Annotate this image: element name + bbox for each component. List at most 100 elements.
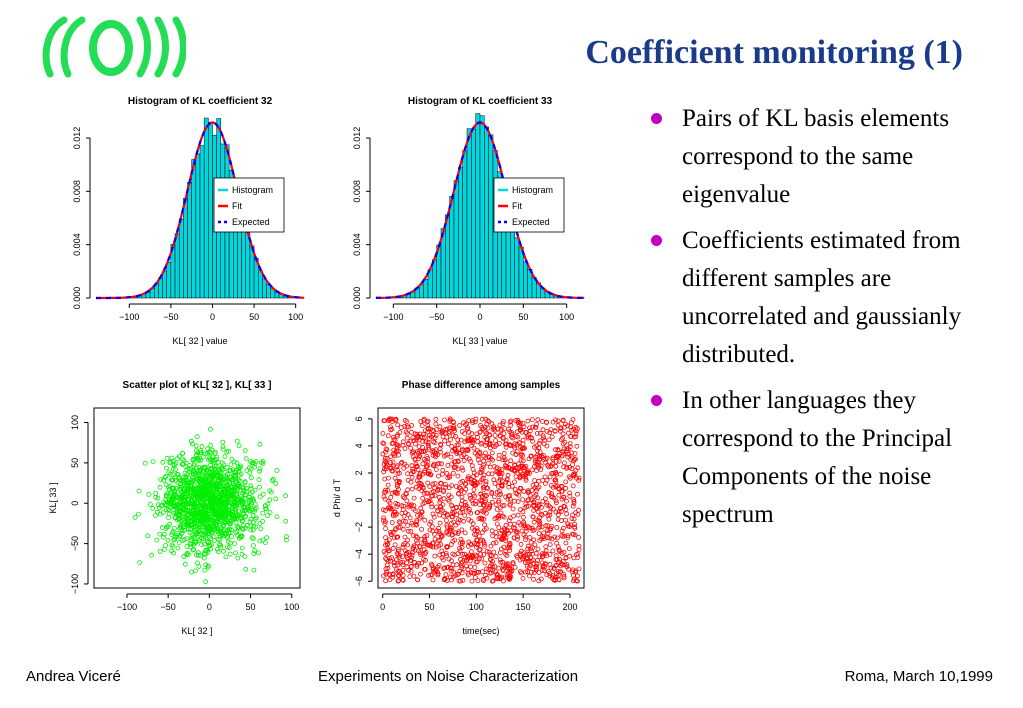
data-point	[521, 489, 527, 494]
data-point	[562, 440, 568, 445]
data-point	[444, 528, 450, 534]
data-point	[450, 574, 456, 580]
data-point	[212, 508, 218, 513]
data-point	[193, 443, 199, 449]
data-point	[432, 435, 438, 441]
data-point	[545, 530, 551, 536]
data-point	[573, 428, 579, 434]
data-point	[477, 502, 483, 508]
data-point	[537, 524, 543, 530]
data-point	[435, 487, 441, 492]
data-point	[201, 498, 207, 504]
data-point	[202, 541, 207, 547]
data-point	[248, 483, 254, 489]
data-point	[456, 529, 462, 535]
data-point	[402, 548, 408, 554]
data-point	[475, 537, 480, 543]
data-point	[430, 481, 436, 487]
data-point	[570, 462, 576, 467]
data-point	[471, 474, 477, 479]
data-point	[191, 546, 197, 552]
data-point	[453, 434, 458, 439]
data-point	[408, 557, 413, 563]
data-point	[257, 484, 262, 490]
data-point	[238, 514, 244, 520]
data-point	[432, 481, 438, 486]
data-point	[248, 527, 254, 533]
data-point	[448, 437, 453, 442]
data-point	[409, 520, 415, 526]
data-point	[470, 420, 476, 425]
data-point	[198, 450, 204, 455]
data-point	[494, 575, 500, 581]
data-point	[383, 578, 388, 584]
data-point	[150, 505, 156, 511]
data-point	[262, 540, 268, 546]
data-point	[542, 561, 548, 567]
data-point	[405, 556, 411, 562]
data-point	[181, 475, 187, 480]
data-point	[432, 531, 437, 537]
data-point	[174, 471, 180, 477]
data-point	[555, 544, 561, 550]
data-point	[551, 565, 557, 571]
data-point	[255, 550, 261, 556]
data-point	[546, 490, 552, 495]
data-point	[396, 573, 402, 579]
data-point	[196, 465, 202, 470]
data-point	[221, 523, 227, 529]
data-point	[490, 457, 495, 463]
data-point	[436, 529, 442, 534]
data-point	[392, 451, 398, 457]
data-point	[192, 568, 198, 574]
histogram-bar	[471, 128, 476, 299]
data-point	[150, 459, 156, 464]
data-point	[409, 463, 415, 469]
data-point	[541, 530, 547, 536]
data-point	[498, 546, 504, 552]
y-tick-label: 100	[70, 415, 80, 430]
data-point	[453, 530, 458, 536]
data-point	[426, 499, 432, 504]
data-point	[412, 431, 418, 437]
data-point	[432, 553, 438, 559]
data-point	[424, 419, 430, 425]
data-point	[397, 524, 403, 530]
data-point	[476, 555, 482, 561]
data-point	[518, 541, 524, 547]
data-point	[384, 447, 390, 453]
data-point	[505, 496, 511, 502]
data-point	[438, 497, 443, 503]
data-point	[512, 479, 517, 485]
data-point	[499, 471, 505, 476]
data-point	[506, 481, 512, 486]
data-point	[550, 573, 556, 579]
data-point	[476, 454, 482, 459]
data-point	[236, 443, 242, 449]
data-point	[415, 577, 420, 583]
data-point	[444, 553, 450, 559]
data-point	[445, 451, 450, 457]
data-point	[531, 537, 537, 543]
data-point	[523, 528, 529, 534]
data-point	[449, 444, 455, 449]
data-point	[515, 512, 521, 518]
data-point	[540, 498, 546, 504]
data-point	[563, 517, 568, 523]
data-point	[267, 510, 273, 515]
data-point	[500, 578, 506, 584]
data-point	[536, 570, 542, 575]
data-point	[382, 466, 387, 472]
data-point	[410, 449, 416, 454]
data-point	[214, 546, 220, 552]
data-point	[541, 435, 546, 441]
data-point	[533, 454, 539, 460]
data-point	[162, 475, 168, 480]
data-point	[528, 454, 534, 459]
data-point	[411, 573, 417, 579]
data-point	[494, 521, 500, 527]
data-point	[499, 503, 505, 509]
data-point	[527, 425, 532, 431]
data-point	[166, 511, 172, 517]
histogram-bar	[514, 237, 520, 299]
